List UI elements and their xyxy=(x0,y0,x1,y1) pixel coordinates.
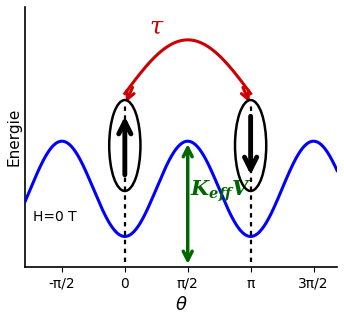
Text: $\bfit{K}_{\rm\bfit{eff}}\bfit{V}$: $\bfit{K}_{\rm\bfit{eff}}\bfit{V}$ xyxy=(190,179,251,204)
Y-axis label: Energie: Energie xyxy=(7,108,22,166)
Text: $\tau$: $\tau$ xyxy=(149,16,164,39)
X-axis label: θ: θ xyxy=(175,296,186,314)
Text: H=0 T: H=0 T xyxy=(33,210,76,224)
